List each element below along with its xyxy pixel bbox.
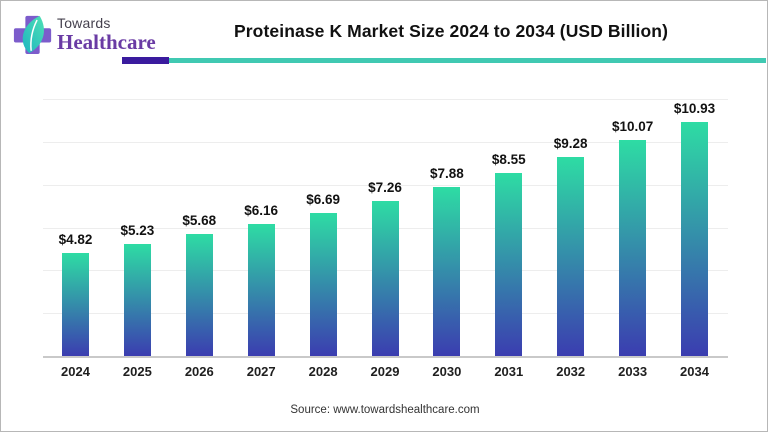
logo-text-towards: Towards [57,15,111,31]
bar-value-label: $5.68 [182,213,217,229]
x-tick-label: 2030 [432,364,462,379]
cross-leaf-icon [13,15,52,54]
logo-text-healthcare: Healthcare [57,30,156,54]
towards-healthcare-logo: Towards Healthcare [12,11,156,55]
x-tick-label: 2024 [61,364,90,379]
x-tick-label: 2033 [618,364,648,379]
title-underline-teal [169,58,766,63]
bar-value-label: $10.07 [611,119,654,135]
bar-value-label: $4.82 [58,231,93,247]
bar-value-label: $5.23 [120,223,155,238]
bar-value-label: $10.93 [673,100,716,116]
bar-value-label: $7.88 [429,166,464,182]
bar-2024 [62,252,89,356]
bar-2031 [495,172,523,356]
gridline [43,141,728,143]
x-tick-label: 2028 [308,364,338,379]
x-tick-label: 2031 [494,364,524,379]
x-tick-label: 2032 [556,364,586,379]
source-text: Source: www.towardshealthcare.com [290,404,480,416]
bar-value-label: $8.55 [491,151,526,167]
x-axis-labels: 2024 2025 2026 2027 2028 2029 2030 2031 2032 2033… [43,364,728,382]
bar-value-label: $6.69 [306,191,340,207]
bar-value-label: $6.16 [244,203,279,219]
chart-title: Proteinase K Market Size 2024 to 2034 (U… [234,21,668,41]
bar-value-label: $9.28 [553,136,588,152]
x-tick-label: 2025 [122,364,152,379]
gridline [43,184,728,186]
title-underline-purple [122,57,169,64]
bar-2027 [247,224,275,356]
bar-2034 [681,121,708,356]
gridline [43,99,728,100]
bar-2030 [433,187,461,356]
x-tick-label: 2029 [370,364,400,379]
bar-2033 [619,140,647,356]
bar-2026 [185,234,213,356]
bar-value-label: $7.26 [368,179,402,195]
bar-chart-plot-area: $4.82 $5.23 $5.68 $6.16 $6.69 $7.26 $7.88 $8.55… [43,99,728,358]
bar-2029 [371,200,399,356]
bar-2032 [557,157,585,356]
bar-2028 [309,212,337,356]
x-tick-label: 2027 [246,364,276,379]
x-tick-label: 2034 [680,364,709,379]
bar-2025 [123,244,151,356]
x-tick-label: 2026 [184,364,214,379]
